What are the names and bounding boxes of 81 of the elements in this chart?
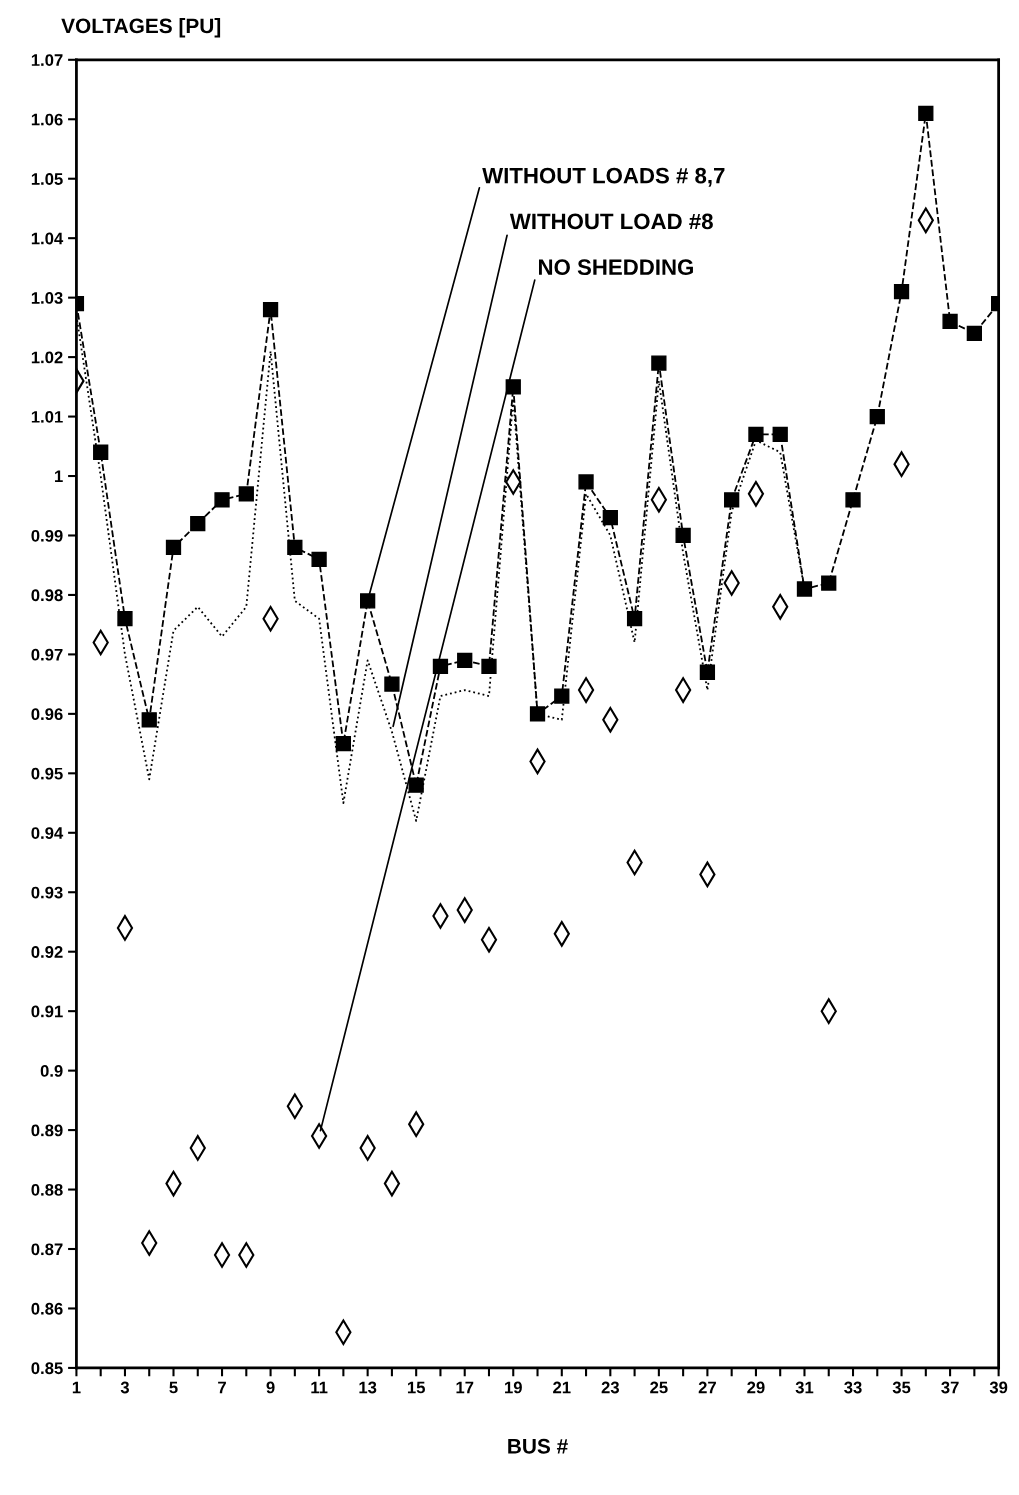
x-axis-title: BUS #: [508, 1438, 568, 1454]
y-tick-label: 0.95: [31, 767, 63, 780]
y-tick-label: 0.86: [31, 1302, 63, 1315]
y-tick-label: 1: [55, 470, 63, 483]
point: [893, 284, 910, 300]
point: [724, 492, 740, 508]
x-tick-label: 39: [989, 1381, 1008, 1394]
y-tick-label: 0.89: [31, 1124, 63, 1137]
y-tick-label: 0.87: [31, 1243, 63, 1256]
point: [966, 325, 982, 341]
x-tick-label: 19: [505, 1381, 522, 1394]
x-tick-label: 5: [169, 1381, 178, 1394]
x-tick-label: 29: [747, 1381, 765, 1394]
y-tick-label: 1.02: [31, 351, 63, 364]
point: [214, 492, 230, 508]
point: [335, 735, 352, 752]
y-tick-label: 0.88: [31, 1183, 63, 1196]
point: [796, 581, 813, 597]
point: [578, 474, 594, 490]
x-tick-label: 15: [407, 1381, 425, 1394]
y-tick-label: 0.9: [40, 1065, 63, 1077]
point: [262, 301, 279, 318]
annotation: NO SHEDDING: [539, 259, 693, 276]
point: [165, 539, 182, 556]
y-tick-label: 0.91: [31, 1005, 63, 1018]
y-tick-label: 0.96: [31, 708, 63, 721]
y-tick-label: 1.01: [31, 410, 63, 423]
point: [457, 652, 473, 668]
point: [821, 575, 837, 591]
y-tick-label: 1.05: [31, 173, 63, 185]
y-tick-label: 0.94: [31, 827, 64, 839]
point: [117, 611, 133, 627]
y-axis-title: VOLTAGES [PU]: [61, 17, 221, 38]
point: [408, 777, 424, 793]
x-tick-label: 17: [456, 1381, 474, 1394]
y-tick-label: 0.97: [31, 648, 63, 661]
y-tick-label: 1.03: [31, 292, 63, 304]
point: [554, 688, 570, 704]
y-tick-label: 0.99: [31, 529, 63, 542]
point: [529, 706, 546, 722]
point: [675, 527, 691, 544]
annotation: WITHOUT LOAD #8: [509, 213, 713, 230]
x-tick-label: 35: [892, 1381, 911, 1394]
point: [190, 515, 206, 532]
point: [311, 551, 327, 567]
point: [602, 510, 618, 526]
point: [918, 105, 934, 121]
point: [772, 426, 788, 443]
point: [845, 492, 861, 508]
x-tick-label: 21: [553, 1381, 571, 1394]
x-tick-label: 7: [218, 1381, 226, 1394]
point: [384, 676, 400, 692]
point: [93, 444, 109, 460]
y-tick-label: 1.06: [31, 113, 63, 126]
point: [360, 593, 376, 609]
point: [238, 486, 254, 502]
x-tick-label: 9: [266, 1381, 275, 1394]
point: [141, 712, 157, 728]
point: [651, 355, 667, 371]
y-tick-label: 1.07: [31, 54, 63, 66]
y-tick-label: 0.85: [31, 1362, 63, 1375]
x-tick-label: 27: [698, 1381, 716, 1394]
point: [942, 313, 958, 330]
x-tick-label: 25: [650, 1381, 668, 1394]
x-tick-label: 31: [795, 1381, 814, 1394]
x-tick-label: 13: [359, 1381, 377, 1394]
y-tick-label: 0.98: [31, 589, 63, 602]
x-tick-label: 37: [941, 1381, 959, 1394]
point: [287, 539, 303, 556]
y-tick-label: 1.04: [31, 232, 64, 245]
annotation: WITHOUT LOADS # 8,7: [482, 167, 725, 187]
y-tick-label: 0.92: [31, 946, 63, 958]
x-tick-label: 3: [120, 1381, 129, 1394]
x-tick-label: 33: [844, 1381, 862, 1394]
x-tick-label: 23: [601, 1381, 619, 1394]
point: [748, 426, 764, 443]
y-tick-label: 0.93: [31, 886, 63, 899]
point: [869, 408, 885, 425]
point: [481, 658, 497, 674]
x-tick-label: 11: [311, 1381, 328, 1394]
x-tick-label: 1: [72, 1381, 81, 1394]
